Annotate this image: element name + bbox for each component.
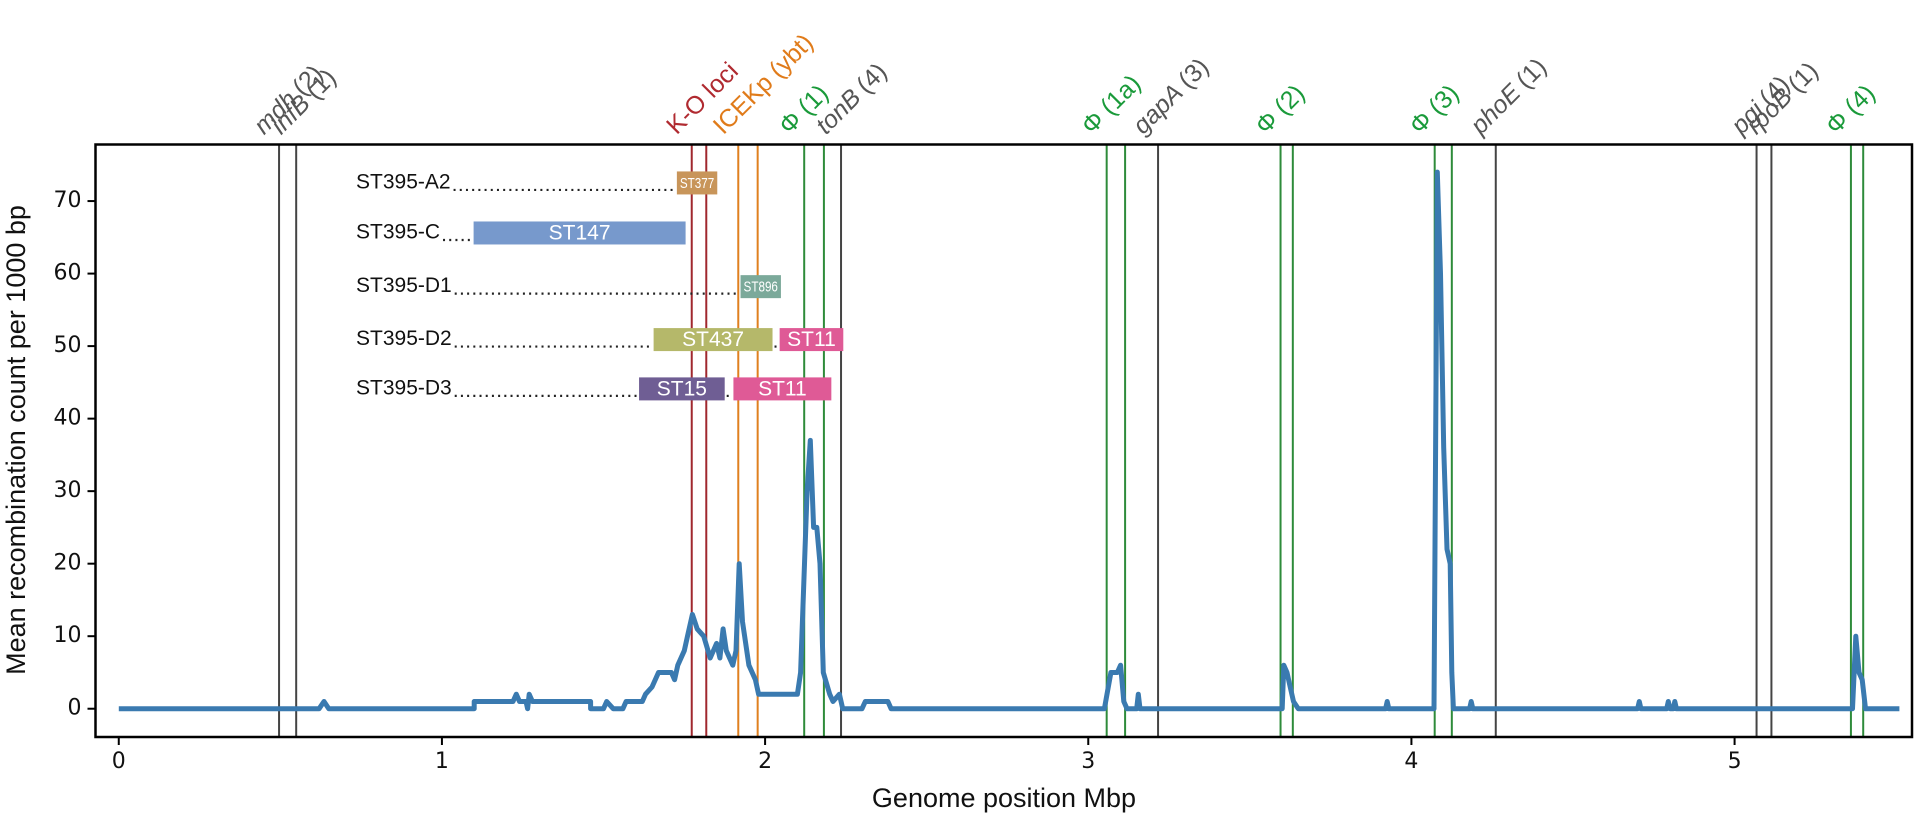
- segment-label: ST377: [680, 175, 714, 192]
- y-tick-label: 10: [54, 623, 82, 648]
- segment-label: ST437: [682, 328, 744, 351]
- x-tick-label: 5: [1728, 749, 1742, 774]
- segment-label: ST11: [787, 328, 836, 351]
- y-tick-label: 70: [54, 188, 82, 213]
- plot-frame: [94, 143, 1914, 739]
- segment-label: ST11: [758, 377, 807, 400]
- y-tick-label: 20: [54, 551, 82, 576]
- locus-label: Φ (3): [1404, 79, 1464, 139]
- import-segment: [733, 377, 832, 401]
- import-segment: [653, 328, 773, 352]
- locus-count: (4): [851, 57, 892, 98]
- y-tick-label: 0: [68, 696, 82, 721]
- locus-name: Φ (3): [1404, 79, 1464, 139]
- row-label: ST395-D3: [356, 376, 452, 399]
- x-tick-label: 2: [758, 749, 772, 774]
- import-segment: [779, 328, 844, 352]
- x-axis-label: Genome position Mbp: [872, 783, 1136, 813]
- locus-name: Φ (2): [1250, 79, 1310, 139]
- y-tick-label: 50: [54, 333, 82, 358]
- locus-label: phoE(1): [1464, 52, 1552, 140]
- segment-label: ST15: [657, 377, 707, 400]
- x-tick-label: 1: [435, 749, 449, 774]
- x-tick-label: 0: [112, 749, 126, 774]
- row-label: ST395-D1: [356, 274, 452, 297]
- row-label: ST395-D2: [356, 327, 452, 350]
- import-segment: [740, 275, 781, 299]
- import-segment: [639, 377, 725, 401]
- segment-label: ST147: [549, 222, 611, 245]
- segment-label: ST896: [744, 279, 778, 296]
- x-tick-label: 3: [1081, 749, 1095, 774]
- import-segment: [676, 171, 718, 195]
- x-tick-label: 4: [1404, 749, 1418, 774]
- locus-label: Φ (4): [1820, 79, 1880, 139]
- row-label: ST395-C: [356, 221, 440, 244]
- locus-label: Φ (2): [1250, 79, 1310, 139]
- import-segment: [473, 221, 686, 245]
- locus-label: gapA(3): [1127, 52, 1214, 139]
- y-tick-label: 40: [54, 406, 82, 431]
- row-label: ST395-A2: [356, 170, 451, 193]
- locus-label: rpoB(1): [1741, 56, 1824, 139]
- locus-name: phoE: [1464, 78, 1526, 140]
- locus-count: (1): [1510, 52, 1551, 93]
- recombination-line: [118, 169, 1900, 712]
- y-axis-label: Mean recombination count per 1000 bp: [1, 205, 31, 675]
- locus-name: Φ (4): [1820, 79, 1880, 139]
- locus-count: (3): [1173, 52, 1214, 93]
- y-tick-label: 60: [54, 261, 82, 286]
- y-tick-label: 30: [54, 478, 82, 503]
